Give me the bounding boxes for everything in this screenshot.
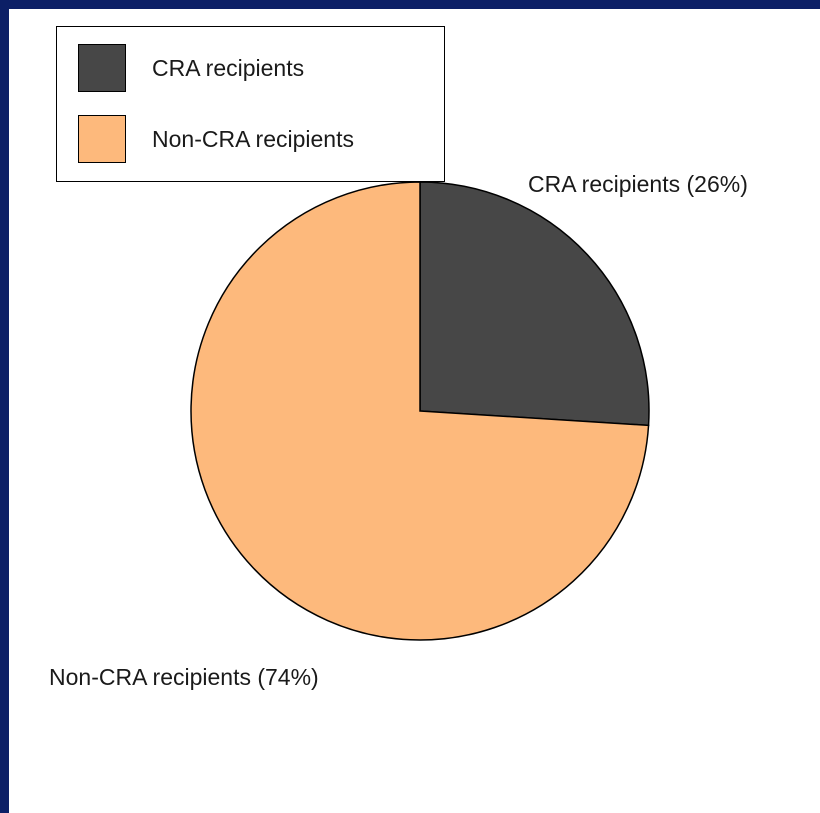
legend: CRA recipients Non-CRA recipients — [56, 26, 445, 182]
legend-item-non-cra: Non-CRA recipients — [78, 115, 354, 163]
pie-chart: CRA recipients (26%) Non-CRA recipients … — [49, 171, 748, 690]
slice-label-cra: CRA recipients (26%) — [528, 171, 748, 197]
chart-area: CRA recipients Non-CRA recipients CRA re… — [9, 9, 820, 813]
legend-swatch-non-cra — [78, 115, 126, 163]
slice-label-non-cra: Non-CRA recipients (74%) — [49, 664, 319, 690]
pie-slice-cra — [419, 181, 650, 427]
pie-slices — [190, 181, 650, 641]
legend-label-non-cra: Non-CRA recipients — [152, 125, 354, 152]
legend-swatch-cra — [78, 44, 126, 92]
legend-label-cra: CRA recipients — [152, 54, 305, 81]
pie-slice-non-cra — [190, 181, 650, 641]
legend-item-cra: CRA recipients — [78, 44, 304, 92]
